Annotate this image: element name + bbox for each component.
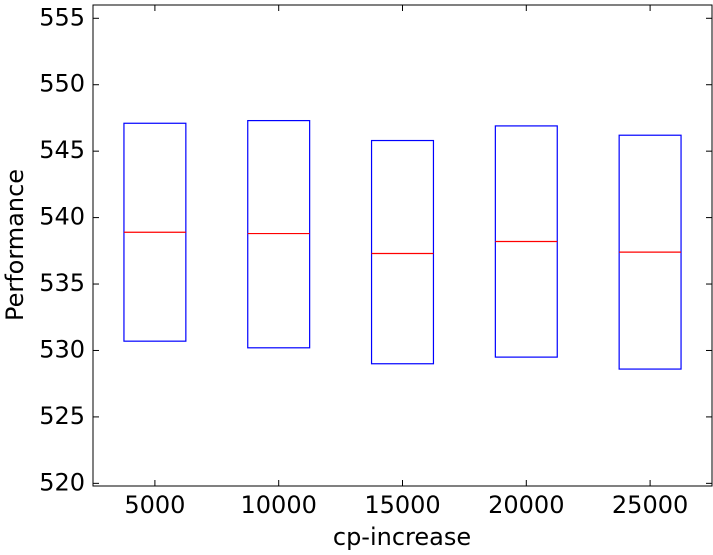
y-tick-label: 555 xyxy=(39,3,85,31)
x-tick-label: 15000 xyxy=(364,491,440,519)
y-tick-label: 530 xyxy=(39,335,85,363)
box xyxy=(247,119,311,349)
x-tick-label: 5000 xyxy=(124,491,185,519)
y-tick-label: 550 xyxy=(39,70,85,98)
y-tick-label: 545 xyxy=(39,136,85,164)
x-tick-label: 20000 xyxy=(488,491,564,519)
x-tick-label: 25000 xyxy=(612,491,688,519)
x-tick-label: 10000 xyxy=(241,491,317,519)
y-tick-label: 540 xyxy=(39,203,85,231)
y-tick-label: 525 xyxy=(39,402,85,430)
y-axis-label: Performance xyxy=(1,169,29,321)
y-tick-label: 535 xyxy=(39,269,85,297)
y-tick-label: 520 xyxy=(39,468,85,496)
box xyxy=(370,139,435,365)
x-axis-label: cp-increase xyxy=(333,523,471,551)
